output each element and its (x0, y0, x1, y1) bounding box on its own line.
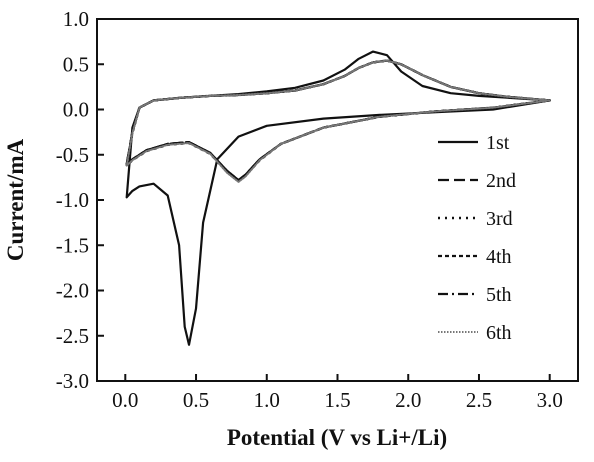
x-axis-ticks: 0.0 0.5 1.0 1.5 2.0 2.5 3.0 (112, 374, 563, 412)
legend-label-1st: 1st (486, 132, 510, 154)
y-tick-label: -2.0 (56, 279, 89, 303)
y-tick-label: -3.0 (56, 369, 89, 393)
series-line-1st (125, 50, 551, 346)
y-tick-label: -1.5 (56, 233, 89, 257)
y-axis-ticks: 1.0 0.5 0.0 -0.5 -1.0 -1.5 -2.0 -2.5 -3.0 (56, 7, 104, 393)
x-tick-label: 2.5 (466, 388, 492, 412)
legend-label-5th: 5th (486, 284, 512, 306)
x-tick-label: 3.0 (537, 388, 563, 412)
y-tick-label: 1.0 (63, 7, 89, 31)
y-tick-label: 0.0 (63, 98, 89, 122)
y-tick-label: -0.5 (56, 143, 89, 167)
y-tick-label: -2.5 (56, 324, 89, 348)
legend-label-4th: 4th (486, 246, 512, 268)
legend-label-2nd: 2nd (486, 170, 516, 192)
legend-label-3rd: 3rd (486, 208, 513, 230)
y-tick-label: -1.0 (56, 188, 89, 212)
x-tick-label: 1.5 (324, 388, 350, 412)
legend: 1st 2nd 3rd 4th 5th 6th (438, 132, 516, 344)
legend-label-6th: 6th (486, 322, 512, 344)
y-tick-label: 0.5 (63, 52, 89, 76)
x-tick-label: 1.0 (254, 388, 280, 412)
series-layer (125, 50, 551, 346)
x-axis-title: Potential (V vs Li+/Li) (227, 425, 447, 450)
x-tick-label: 0.0 (112, 388, 138, 412)
y-axis-title: Current/mA (3, 139, 28, 262)
series-line-6th (125, 59, 551, 183)
x-tick-label: 0.5 (183, 388, 209, 412)
x-tick-label: 2.0 (395, 388, 421, 412)
